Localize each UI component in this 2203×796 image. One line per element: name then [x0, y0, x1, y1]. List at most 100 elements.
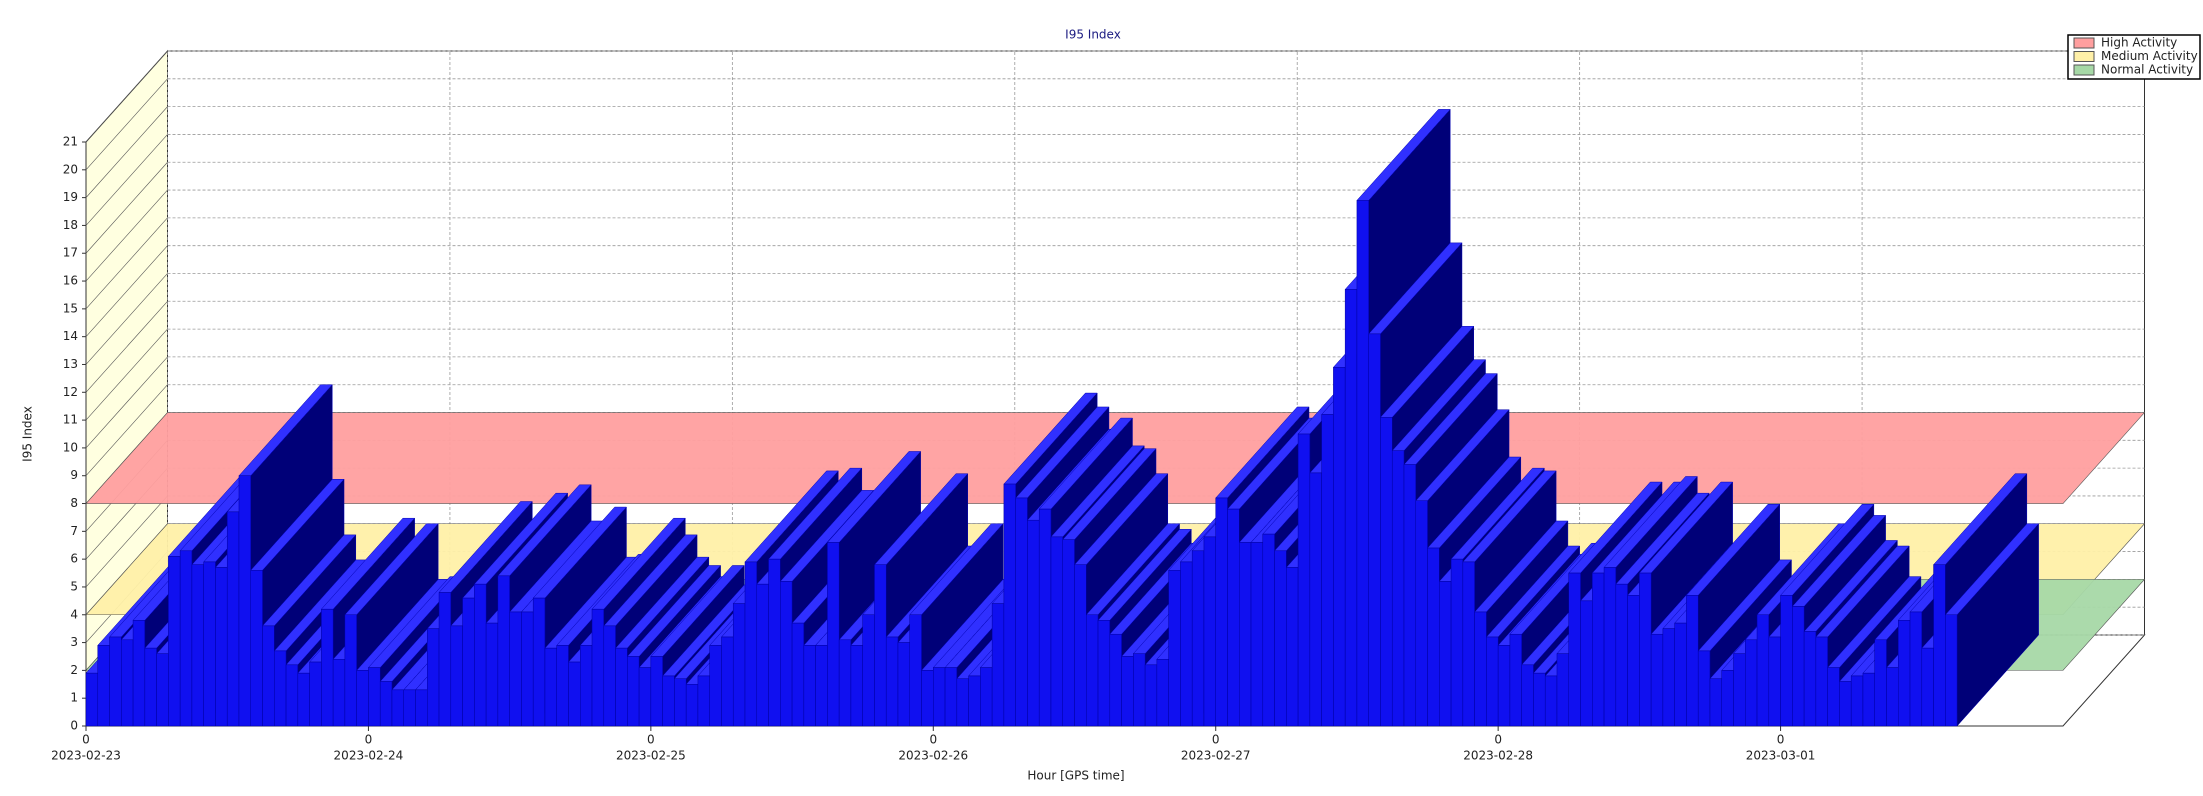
bar [1215, 497, 1228, 727]
bar [1827, 667, 1840, 727]
bar [909, 614, 922, 727]
bar [1427, 547, 1440, 727]
bar [1697, 650, 1711, 727]
bar [1521, 664, 1534, 727]
bar [309, 661, 322, 727]
bar [521, 611, 534, 727]
bar [1803, 631, 1817, 727]
x-tick-date: 2023-02-24 [334, 749, 404, 763]
bar [603, 625, 616, 727]
bar [179, 550, 193, 727]
bar [1709, 678, 1722, 727]
bar [1062, 539, 1075, 727]
bar [1768, 636, 1781, 727]
grid-line [85, 301, 168, 393]
y-tick-label: 16 [63, 274, 78, 288]
bar [1839, 681, 1852, 727]
grid-line [85, 106, 168, 198]
y-tick-label: 1 [70, 691, 78, 705]
bar [1403, 464, 1417, 727]
bar [1509, 633, 1522, 727]
grid-line [85, 50, 168, 143]
bar [897, 642, 910, 727]
bar [1592, 572, 1605, 727]
bar [132, 620, 146, 727]
x-tick-date: 2023-02-28 [1463, 749, 1533, 763]
bar [756, 583, 769, 727]
x-tick-label: 0 [82, 733, 90, 747]
bar [956, 678, 969, 727]
grid-line [85, 495, 168, 588]
x-tick-label: 0 [1494, 733, 1502, 747]
y-tick-label: 3 [70, 635, 78, 649]
bar [815, 645, 828, 727]
bar [1333, 367, 1346, 727]
bar [1933, 564, 1946, 727]
bar [109, 636, 122, 727]
bar [1309, 472, 1322, 727]
bar [332, 659, 346, 727]
bar [933, 667, 946, 727]
bar [203, 561, 216, 727]
bar [803, 645, 816, 727]
bar [1391, 450, 1405, 727]
bar [1156, 659, 1169, 727]
y-tick-label: 0 [70, 719, 78, 733]
bar [1650, 633, 1664, 727]
bar [1462, 561, 1475, 727]
bar [379, 681, 393, 727]
bar [226, 511, 240, 727]
bar [427, 628, 440, 727]
bar [1439, 581, 1452, 727]
bar [1756, 614, 1770, 727]
legend-label: Normal Activity [2101, 63, 2193, 77]
bar [474, 583, 487, 727]
bar [391, 689, 404, 727]
bar [1662, 628, 1675, 727]
bar [344, 614, 357, 727]
bar [1874, 639, 1887, 727]
bar [321, 608, 334, 727]
bar [450, 625, 463, 727]
x-tick-label: 0 [647, 733, 655, 747]
bar [485, 622, 499, 727]
bar [1674, 622, 1687, 727]
bar [1262, 533, 1275, 727]
bar [274, 650, 287, 727]
bar [1380, 417, 1393, 727]
bar [368, 667, 381, 727]
bar [191, 564, 204, 727]
bar [732, 603, 746, 727]
bar [1415, 500, 1428, 727]
bar [1239, 542, 1252, 727]
y-tick-label: 19 [63, 190, 78, 204]
bar [1321, 414, 1334, 727]
x-tick-date: 2023-03-01 [1746, 749, 1816, 763]
bar [685, 684, 699, 727]
bar [615, 647, 628, 727]
bar [403, 689, 416, 727]
bar [415, 689, 428, 727]
bar [1450, 558, 1464, 727]
x-tick-date: 2023-02-23 [51, 749, 121, 763]
bar [674, 678, 687, 727]
bar [1191, 550, 1205, 727]
bar [638, 667, 652, 727]
bar [1003, 483, 1016, 727]
bar [838, 639, 852, 727]
bar [1227, 508, 1240, 727]
bar [580, 645, 593, 727]
bar [921, 670, 934, 727]
bar [497, 575, 510, 727]
legend-swatch [2073, 64, 2095, 76]
y-tick-label: 21 [63, 135, 78, 149]
bar [1133, 653, 1146, 727]
bar [532, 597, 546, 727]
bar [462, 597, 475, 727]
grid-line [85, 134, 168, 226]
bar [1486, 636, 1499, 727]
bar [591, 608, 605, 727]
bar [1121, 656, 1134, 727]
bar [662, 675, 675, 727]
